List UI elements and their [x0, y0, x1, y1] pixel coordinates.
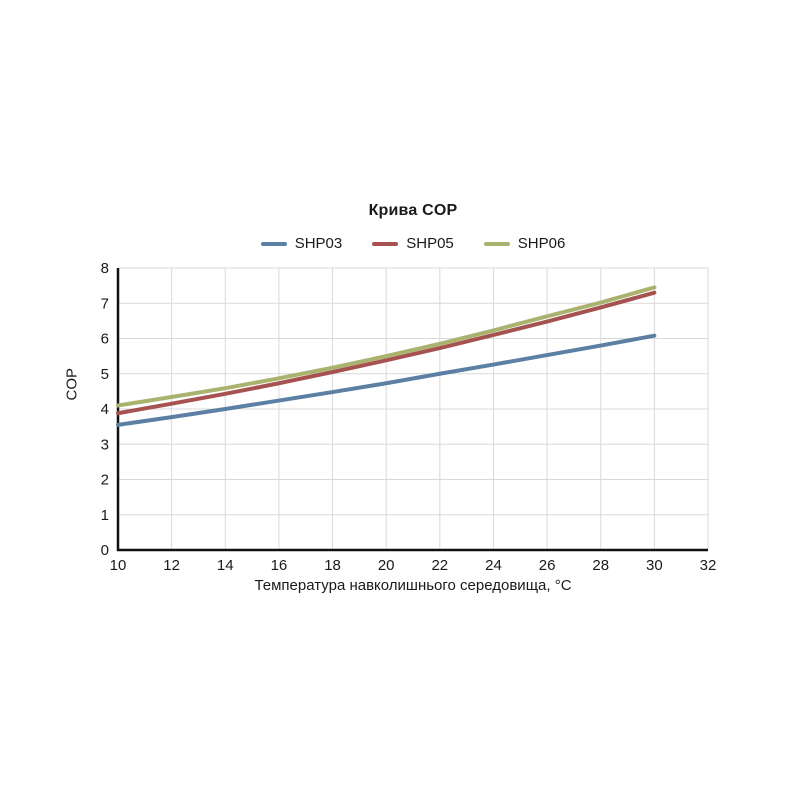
legend-item-shp06: SHP06: [483, 235, 566, 252]
x-tick-label-22: 22: [431, 557, 448, 574]
x-tick-label-28: 28: [592, 557, 609, 574]
legend-item-shp03: SHP03: [260, 235, 343, 252]
x-tick-label-18: 18: [324, 557, 341, 574]
y-tick-label-2: 2: [101, 472, 109, 489]
axes: [116, 268, 708, 552]
y-tick-label-7: 7: [101, 295, 109, 312]
y-axis-title-text: COP: [63, 367, 81, 401]
legend-item-shp05: SHP05: [372, 235, 454, 252]
series-line-shp03: [116, 333, 657, 427]
x-tick-label-30: 30: [646, 557, 663, 574]
y-tick-label-8: 8: [101, 260, 109, 277]
legend-label: SHP05: [406, 235, 454, 252]
y-tick-label-5: 5: [101, 366, 109, 383]
legend-swatch-shp03: [260, 241, 287, 246]
x-tick-label-32: 32: [700, 557, 717, 574]
chart-title: Крива COP: [368, 202, 458, 219]
chart-legend: SHP03 SHP05 SHP06: [118, 235, 708, 252]
x-tick-label-12: 12: [163, 557, 180, 574]
y-tick-label-4: 4: [101, 401, 109, 418]
x-tick-label-20: 20: [378, 557, 395, 574]
series-line-shp05: [116, 290, 657, 416]
x-tick-label-26: 26: [539, 557, 556, 574]
series-line-shp06: [116, 285, 657, 408]
x-axis-title: Температура навколишнього середовища, °C: [254, 577, 572, 594]
y-tick-label-6: 6: [101, 331, 109, 348]
y-tick-label-0: 0: [101, 542, 109, 559]
x-tick-label-24: 24: [485, 557, 502, 574]
x-tick-label-14: 14: [217, 557, 234, 574]
legend-label: SHP03: [294, 235, 343, 252]
y-tick-label-1: 1: [101, 507, 109, 524]
x-tick-label-10: 10: [110, 557, 127, 574]
legend-swatch-shp05: [372, 241, 399, 246]
series-lines: [116, 285, 657, 427]
x-tick-label-16: 16: [271, 557, 288, 574]
gridlines: [118, 267, 709, 550]
legend-label: SHP06: [517, 235, 566, 252]
legend-swatch-shp06: [483, 241, 510, 246]
y-tick-label-3: 3: [101, 436, 109, 453]
